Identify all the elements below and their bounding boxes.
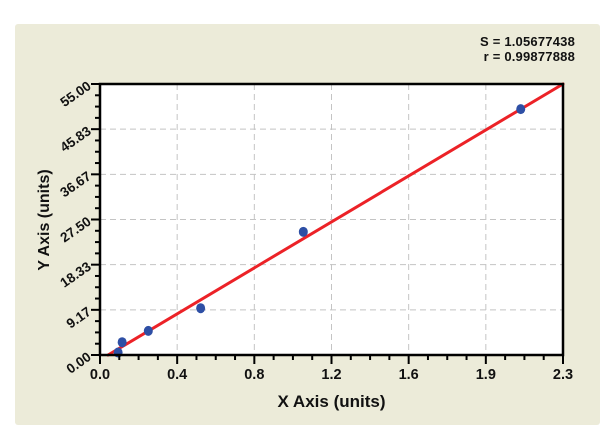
data-point: [516, 104, 526, 115]
y-tick-label: 27.50: [57, 214, 93, 246]
x-axis-title: X Axis (units): [277, 392, 386, 411]
x-tick-label: 2.3: [553, 367, 573, 383]
regression-stats: S = 1.05677438 r = 0.99877888: [480, 34, 575, 64]
x-tick-label: 1.2: [321, 367, 341, 383]
x-tick-label: 0.8: [244, 367, 264, 383]
stat-r-value: r = 0.99877888: [483, 49, 575, 64]
data-point: [117, 337, 127, 348]
y-tick-label: 18.33: [57, 259, 94, 291]
x-tick-label: 0.4: [167, 367, 187, 383]
x-tick-label: 1.9: [476, 367, 496, 383]
stat-s-value: S = 1.05677438: [480, 34, 575, 49]
plot-border: [98, 82, 565, 357]
y-axis-title: Y Axis (units): [36, 169, 53, 271]
y-tick-label: 36.67: [57, 169, 93, 201]
y-tick-label: 9.17: [64, 304, 94, 331]
data-point: [143, 325, 153, 336]
data-point: [196, 303, 206, 314]
trend-line: [106, 82, 565, 357]
y-tick-label: 45.83: [57, 123, 94, 155]
y-tick-label: 55.00: [57, 78, 93, 110]
x-tick-label: 1.6: [399, 367, 419, 383]
data-point: [298, 226, 308, 237]
x-tick-label: 0.0: [90, 367, 110, 383]
